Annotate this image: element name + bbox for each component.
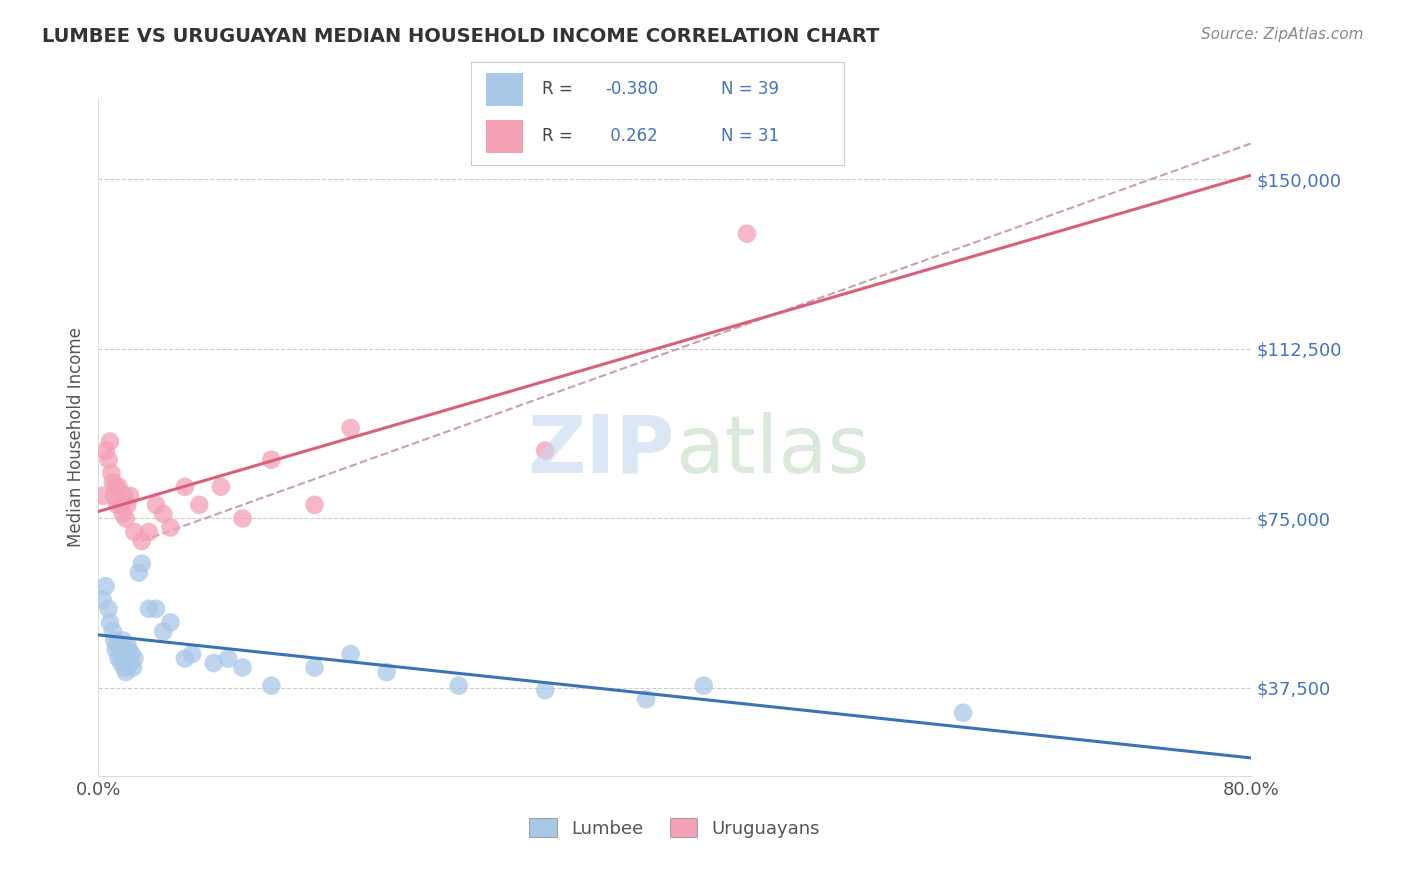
Point	[188, 498, 211, 512]
Point	[174, 480, 197, 494]
Text: N = 31: N = 31	[721, 128, 779, 145]
Text: ZIP: ZIP	[527, 411, 675, 490]
Text: atlas: atlas	[675, 411, 869, 490]
Point	[104, 480, 127, 494]
Point	[114, 511, 136, 525]
Text: R =: R =	[541, 128, 578, 145]
Point	[121, 647, 143, 661]
Point	[181, 647, 204, 661]
Text: -0.380: -0.380	[605, 80, 658, 98]
Y-axis label: Median Household Income: Median Household Income	[66, 327, 84, 547]
Point	[97, 602, 120, 616]
Point	[952, 706, 974, 720]
Point	[636, 692, 658, 706]
Point	[105, 638, 128, 652]
Point	[260, 452, 283, 467]
Point	[117, 498, 139, 512]
Point	[120, 489, 142, 503]
Text: Source: ZipAtlas.com: Source: ZipAtlas.com	[1201, 27, 1364, 42]
Point	[128, 566, 150, 580]
Point	[260, 679, 283, 693]
Point	[110, 498, 132, 512]
Point	[124, 524, 146, 539]
Point	[131, 534, 153, 549]
Point	[103, 633, 125, 648]
Point	[159, 520, 181, 534]
Point	[114, 665, 136, 679]
Point	[94, 579, 117, 593]
Point	[100, 467, 122, 481]
Text: 0.262: 0.262	[605, 128, 658, 145]
Point	[145, 498, 167, 512]
Point	[447, 679, 470, 693]
Point	[91, 592, 114, 607]
Point	[94, 443, 117, 458]
Point	[111, 633, 134, 648]
Point	[152, 507, 174, 521]
Point	[231, 511, 254, 525]
Text: LUMBEE VS URUGUAYAN MEDIAN HOUSEHOLD INCOME CORRELATION CHART: LUMBEE VS URUGUAYAN MEDIAN HOUSEHOLD INC…	[42, 27, 880, 45]
Text: N = 39: N = 39	[721, 80, 779, 98]
Point	[110, 656, 132, 670]
Point	[159, 615, 181, 630]
Point	[339, 647, 361, 661]
Point	[112, 489, 135, 503]
Point	[693, 679, 716, 693]
Point	[104, 642, 127, 657]
Point	[107, 651, 129, 665]
Point	[231, 660, 254, 674]
Point	[97, 452, 120, 467]
Point	[101, 624, 124, 639]
FancyBboxPatch shape	[486, 73, 523, 105]
Point	[304, 498, 326, 512]
Point	[375, 665, 398, 679]
Point	[304, 660, 326, 674]
Point	[138, 602, 160, 616]
Legend: Lumbee, Uruguayans: Lumbee, Uruguayans	[522, 811, 828, 845]
Point	[120, 656, 142, 670]
Point	[101, 475, 124, 490]
Point	[138, 524, 160, 539]
Point	[103, 489, 125, 503]
Point	[105, 498, 128, 512]
Point	[98, 434, 121, 449]
Point	[131, 557, 153, 571]
Point	[534, 683, 557, 698]
Point	[339, 421, 361, 435]
Point	[122, 660, 145, 674]
Point	[534, 443, 557, 458]
Point	[98, 615, 121, 630]
FancyBboxPatch shape	[486, 120, 523, 153]
Point	[202, 656, 225, 670]
Point	[112, 660, 135, 674]
Point	[111, 507, 134, 521]
Point	[107, 480, 129, 494]
Point	[108, 647, 131, 661]
Point	[174, 651, 197, 665]
Point	[209, 480, 232, 494]
Point	[117, 638, 139, 652]
Point	[145, 602, 167, 616]
Point	[152, 624, 174, 639]
Point	[91, 489, 114, 503]
Text: R =: R =	[541, 80, 578, 98]
Point	[118, 642, 141, 657]
Point	[124, 651, 146, 665]
Point	[735, 227, 758, 241]
Point	[217, 651, 239, 665]
